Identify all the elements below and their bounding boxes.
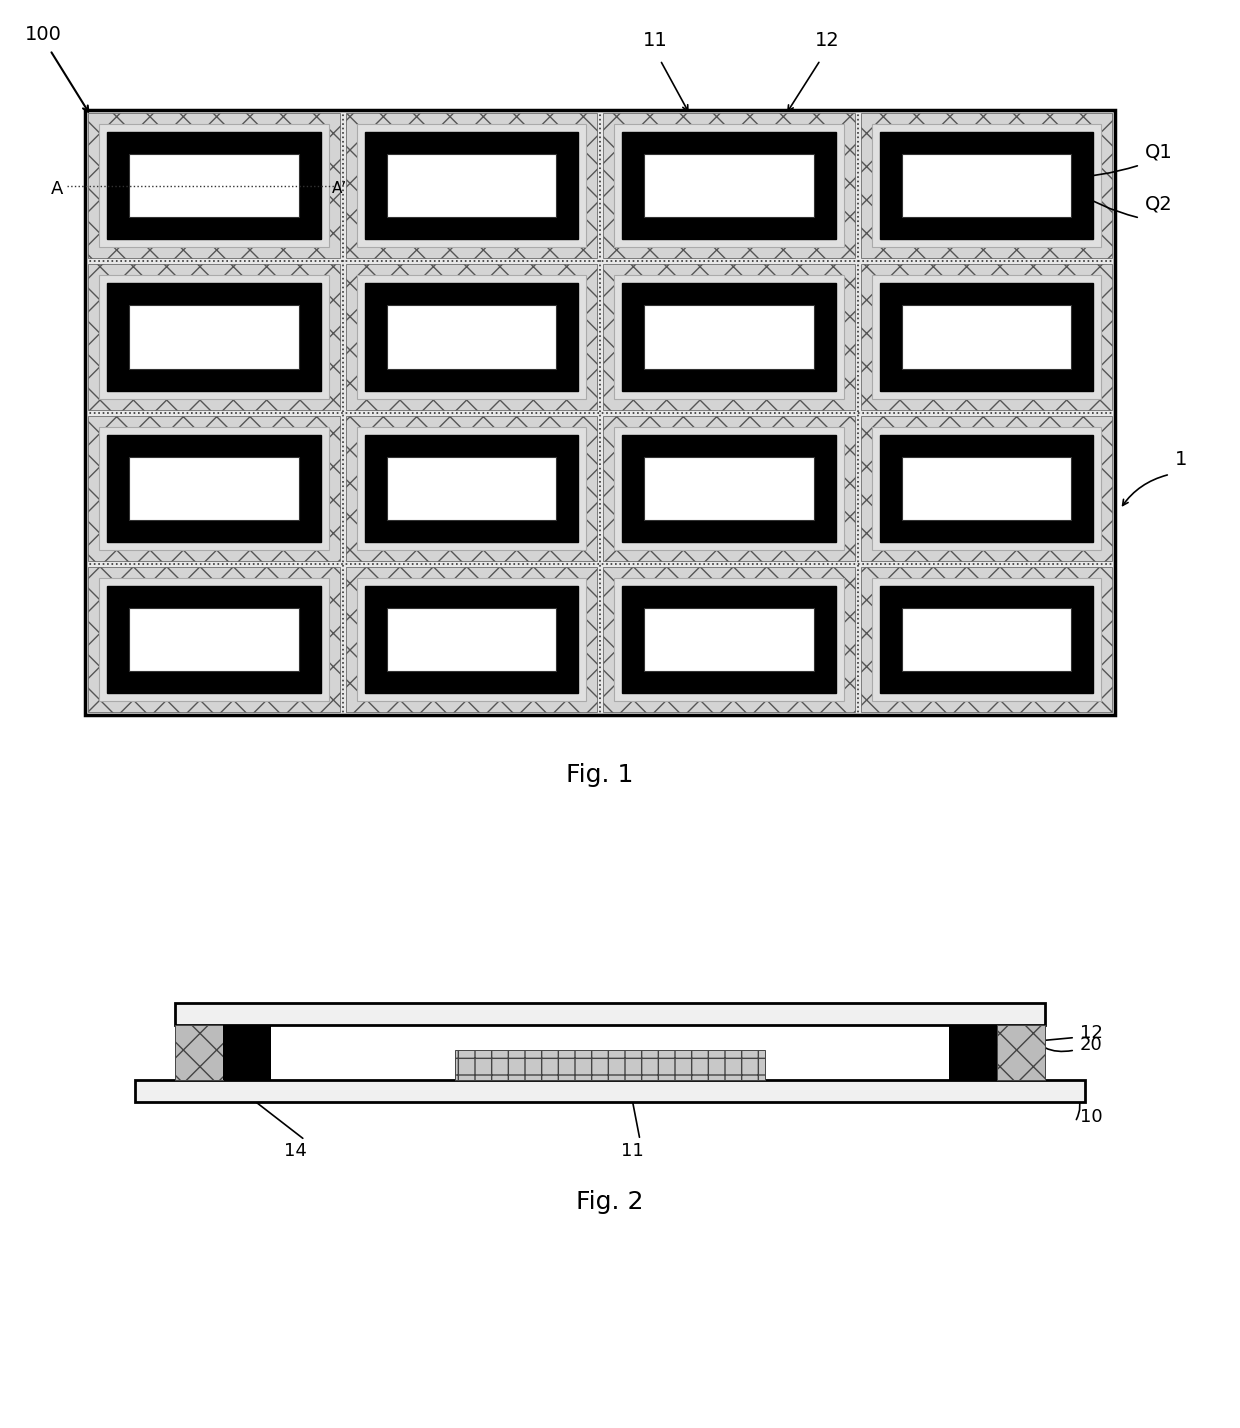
Bar bbox=[175, 1002, 1045, 1025]
Bar bbox=[614, 124, 843, 247]
Bar bbox=[135, 1080, 1085, 1102]
Bar bbox=[357, 427, 587, 550]
Bar bbox=[86, 110, 1115, 715]
Text: 11: 11 bbox=[642, 31, 667, 50]
Bar bbox=[99, 427, 329, 550]
Bar bbox=[879, 131, 1092, 240]
Bar bbox=[622, 434, 836, 541]
Bar bbox=[622, 585, 836, 693]
Bar bbox=[872, 578, 1101, 701]
Bar bbox=[879, 434, 1092, 541]
Bar bbox=[603, 264, 854, 410]
Text: 10: 10 bbox=[1080, 1108, 1102, 1127]
Bar bbox=[622, 283, 836, 390]
Bar bbox=[223, 1025, 272, 1080]
Bar bbox=[175, 1025, 223, 1080]
Bar bbox=[99, 124, 329, 247]
Bar bbox=[107, 585, 320, 693]
Bar bbox=[357, 578, 587, 701]
Bar bbox=[357, 124, 587, 247]
Text: 12: 12 bbox=[815, 31, 839, 50]
Bar bbox=[879, 585, 1092, 693]
Bar bbox=[872, 427, 1101, 550]
Bar bbox=[614, 276, 843, 398]
Bar bbox=[644, 457, 813, 520]
Bar bbox=[861, 567, 1112, 713]
Text: Fig. 1: Fig. 1 bbox=[567, 763, 634, 787]
Bar bbox=[387, 154, 556, 217]
Text: A’: A’ bbox=[332, 181, 347, 196]
Bar bbox=[622, 131, 836, 240]
Bar bbox=[387, 306, 556, 368]
Text: 20: 20 bbox=[1080, 1035, 1102, 1054]
Text: 12: 12 bbox=[1080, 1024, 1102, 1041]
Bar bbox=[614, 427, 843, 550]
Bar bbox=[365, 131, 578, 240]
Bar bbox=[88, 264, 340, 410]
Bar bbox=[614, 578, 843, 701]
Bar bbox=[872, 276, 1101, 398]
Bar bbox=[644, 154, 813, 217]
Text: 11: 11 bbox=[621, 1142, 644, 1160]
Bar bbox=[129, 608, 299, 671]
Bar bbox=[88, 567, 340, 713]
Bar bbox=[644, 608, 813, 671]
Text: 100: 100 bbox=[25, 26, 62, 44]
Bar bbox=[901, 306, 1071, 368]
Bar bbox=[901, 154, 1071, 217]
Text: Q2: Q2 bbox=[1145, 196, 1173, 214]
Bar bbox=[861, 113, 1112, 258]
Bar bbox=[365, 434, 578, 541]
Bar bbox=[455, 1050, 765, 1080]
Bar bbox=[129, 154, 299, 217]
Bar bbox=[603, 113, 854, 258]
Bar bbox=[129, 457, 299, 520]
Bar bbox=[901, 457, 1071, 520]
Bar bbox=[99, 276, 329, 398]
Bar bbox=[861, 264, 1112, 410]
Bar bbox=[346, 416, 596, 561]
Bar bbox=[107, 283, 320, 390]
Bar bbox=[129, 306, 299, 368]
Bar bbox=[997, 1025, 1045, 1080]
Text: Fig. 2: Fig. 2 bbox=[577, 1190, 644, 1214]
Bar bbox=[901, 608, 1071, 671]
Text: Q1: Q1 bbox=[1145, 141, 1173, 161]
Bar bbox=[346, 264, 596, 410]
Bar bbox=[107, 434, 320, 541]
Bar bbox=[346, 567, 596, 713]
Bar bbox=[88, 416, 340, 561]
Bar bbox=[861, 416, 1112, 561]
Bar bbox=[99, 578, 329, 701]
Bar bbox=[86, 110, 1115, 715]
Bar bbox=[346, 113, 596, 258]
Bar bbox=[603, 416, 854, 561]
Text: A: A bbox=[51, 180, 63, 197]
Bar bbox=[357, 276, 587, 398]
Bar bbox=[644, 306, 813, 368]
Text: 1: 1 bbox=[1176, 450, 1188, 470]
Bar bbox=[365, 585, 578, 693]
Bar bbox=[88, 113, 340, 258]
Bar bbox=[949, 1025, 997, 1080]
Bar bbox=[872, 124, 1101, 247]
Bar bbox=[879, 283, 1092, 390]
Bar bbox=[365, 283, 578, 390]
Text: 14: 14 bbox=[284, 1142, 306, 1160]
Bar bbox=[107, 131, 320, 240]
Bar bbox=[387, 608, 556, 671]
Bar bbox=[603, 567, 854, 713]
Bar bbox=[387, 457, 556, 520]
